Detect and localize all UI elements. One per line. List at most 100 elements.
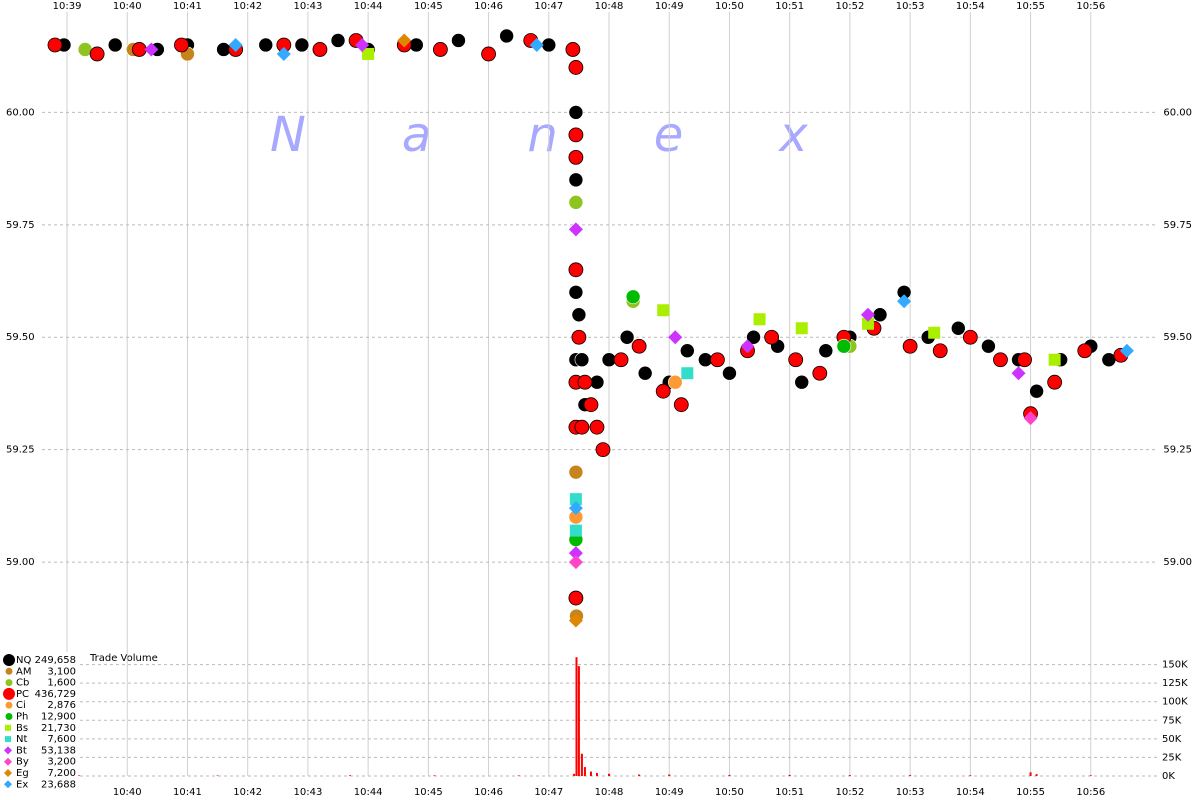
x-tick-label: 10:43 (293, 1, 322, 12)
x-tick-label: 10:47 (534, 787, 563, 798)
trade-marker (481, 46, 496, 62)
legend-total: 3,200 (47, 757, 76, 768)
trade-marker (746, 329, 761, 345)
legend-label: By (16, 757, 29, 768)
legend-marker (3, 687, 15, 700)
trade-marker (568, 555, 583, 570)
trade-marker (722, 365, 737, 381)
trade-marker (565, 42, 581, 57)
watermark: Nanex (270, 107, 904, 163)
trade-marker (794, 374, 810, 390)
volume-bar (573, 773, 576, 776)
x-tick-label: 10:50 (715, 787, 744, 798)
volume-bar (848, 775, 851, 776)
volume-bar (668, 774, 671, 776)
x-tick-label: 10:42 (233, 1, 262, 12)
legend-label: PC (16, 689, 29, 700)
trade-marker (710, 352, 725, 368)
legend-label: Ci (16, 700, 26, 711)
x-tick-label: 10:41 (173, 1, 202, 12)
volume-bar (517, 775, 520, 776)
trade-marker (541, 37, 557, 53)
trade-marker (764, 329, 780, 345)
trade-marker (637, 365, 653, 381)
volume-bar (216, 775, 219, 776)
trade-marker (902, 338, 918, 354)
x-tick-label: 10:54 (956, 787, 985, 798)
trade-marker (897, 294, 912, 309)
x-tick-label: 10:49 (655, 1, 684, 12)
trade-marker (668, 330, 683, 345)
y-tick-label: 125K (1162, 678, 1188, 689)
trade-marker (1029, 383, 1044, 399)
x-tick-label: 10:51 (775, 1, 804, 12)
legend-marker (5, 679, 13, 687)
x-tick-label: 10:55 (1016, 787, 1045, 798)
trade-marker (981, 338, 996, 354)
x-tick-label: 10:43 (293, 787, 322, 798)
x-tick-label: 10:46 (474, 787, 503, 798)
volume-bar (1089, 775, 1092, 776)
legend-marker (3, 654, 15, 666)
y-tick-label: 150K (1162, 660, 1188, 671)
x-tick-label: 10:41 (173, 787, 202, 798)
trade-marker (680, 343, 695, 359)
trade-marker (574, 352, 590, 368)
trade-marker (631, 338, 647, 354)
x-tick-label: 10:52 (835, 1, 864, 12)
trade-marker (795, 322, 808, 335)
legend-total: 21,730 (41, 723, 76, 734)
trade-marker (568, 195, 584, 210)
trade-marker (872, 307, 888, 323)
trade-marker (1023, 411, 1038, 426)
trade-marker (568, 172, 584, 188)
y-tick-label: 60.00 (1163, 107, 1192, 118)
legend-total: 7,600 (47, 734, 76, 745)
x-tick-label: 10:52 (835, 787, 864, 798)
volume-bar (1035, 774, 1038, 776)
volume-bar (788, 774, 791, 776)
trade-marker (397, 33, 412, 48)
legend-marker (4, 780, 12, 789)
trade-marker (595, 442, 611, 458)
trade-marker (568, 464, 584, 480)
y-tick-label: 25K (1162, 752, 1182, 763)
trade-marker (571, 329, 587, 345)
trade-marker (568, 149, 584, 165)
trade-marker (667, 374, 683, 390)
trade-marker (144, 42, 159, 57)
trade-marker (47, 37, 63, 53)
trade-marker (451, 33, 466, 48)
trade-marker (355, 37, 370, 52)
legend-label: Bt (16, 745, 27, 756)
trade-marker (89, 46, 105, 62)
trade-marker (681, 367, 694, 380)
y-tick-label: 59.25 (6, 445, 35, 456)
volume-bar (433, 775, 436, 776)
x-tick-label: 10:50 (715, 1, 744, 12)
x-tick-label: 10:44 (354, 787, 383, 798)
volume-bar (349, 775, 352, 776)
trade-marker (568, 60, 584, 75)
trade-marker (1048, 353, 1061, 366)
x-tick-label: 10:53 (896, 1, 925, 12)
y-tick-label: 60.00 (6, 107, 35, 118)
legend-total: 53,138 (41, 745, 76, 756)
y-tick-label: 100K (1162, 697, 1188, 708)
volume-bar (575, 657, 578, 776)
trade-marker (568, 590, 584, 606)
trade-marker (655, 383, 671, 399)
trade-marker (577, 374, 593, 390)
trade-marker (788, 352, 804, 368)
trade-marker (568, 262, 584, 278)
x-tick-label: 10:40 (113, 787, 142, 798)
trade-marker (932, 343, 948, 359)
trade-marker (928, 326, 941, 339)
y-tick-label: 59.75 (6, 220, 35, 231)
legend-label: Cb (16, 678, 29, 689)
trade-marker (619, 329, 635, 345)
trade-marker (1119, 343, 1134, 358)
y-tick-label: 0K (1162, 771, 1175, 782)
trade-marker (258, 37, 274, 53)
trade-marker (993, 352, 1008, 368)
